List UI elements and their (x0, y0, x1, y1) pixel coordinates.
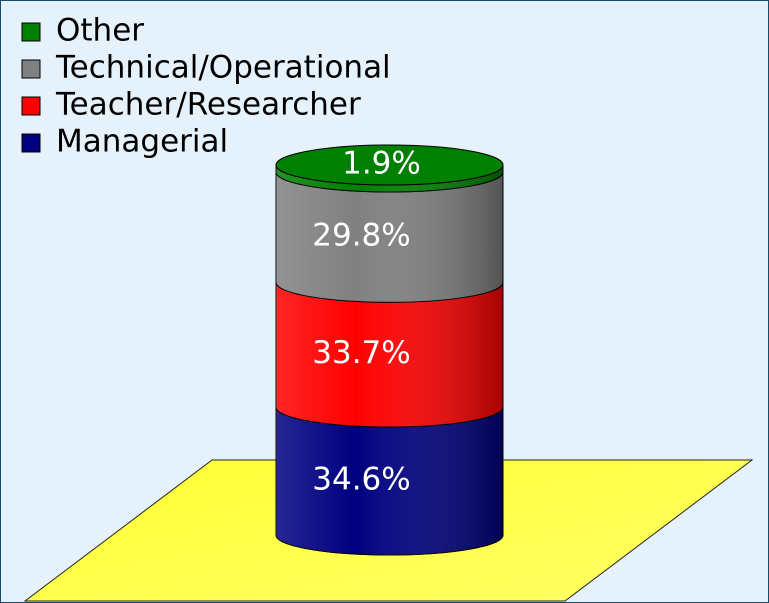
legend-swatch (21, 96, 41, 116)
legend-label: Teacher/Researcher (55, 87, 361, 123)
segment-shading (276, 406, 503, 555)
legend-label: Technical/Operational (55, 50, 391, 86)
legend-swatch (21, 59, 41, 79)
segment-shading (276, 165, 503, 193)
cylinder: 34.6% 33.7% 29.8% 1.9% (275, 144, 504, 556)
legend: OtherTechnical/OperationalTeacher/Resear… (21, 13, 391, 160)
value-label: 1.9% (342, 146, 421, 182)
legend-label: Managerial (56, 124, 228, 160)
cylinder-top (275, 144, 504, 186)
segment-shading (276, 172, 503, 303)
value-label: 29.8% (312, 218, 410, 254)
legend-swatch (21, 133, 41, 153)
legend-label: Other (56, 13, 144, 49)
value-label: 34.6% (312, 461, 410, 497)
segment-shading (276, 282, 503, 427)
value-label: 33.7% (312, 335, 410, 371)
legend-swatch (21, 22, 41, 42)
